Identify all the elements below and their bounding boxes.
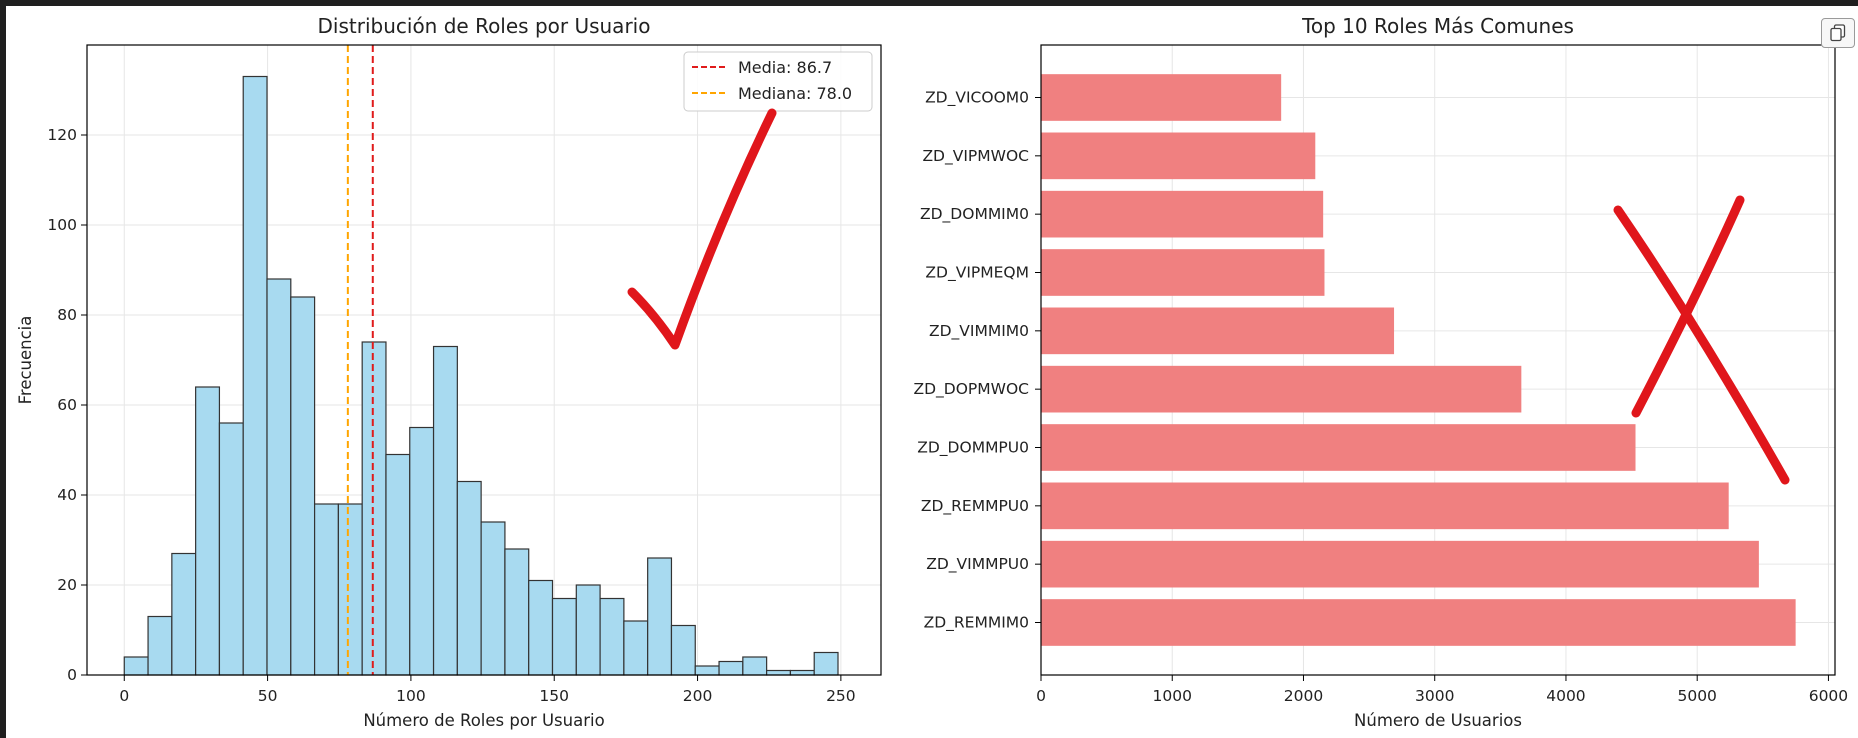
histogram-bar — [171, 552, 197, 676]
histogram-bar — [599, 597, 625, 676]
histogram-x-tick-label: 250 — [826, 687, 856, 705]
histogram-bar — [742, 656, 768, 676]
histogram-bar — [337, 503, 363, 676]
histogram-x-label: Número de Roles por Usuario — [363, 711, 604, 730]
top-roles-bar — [1041, 599, 1796, 646]
histogram-bar — [789, 669, 815, 676]
checkmark-annotation-icon — [627, 108, 777, 350]
top-roles-bar — [1041, 540, 1759, 588]
top-roles-y-tick-label: ZD_VIPMEQM — [925, 264, 1029, 283]
top-roles-bar — [1041, 74, 1282, 121]
histogram-bar — [242, 75, 268, 676]
histogram-y-tick-label: 80 — [57, 306, 77, 324]
top-roles-y-tick-label: ZD_VIPMWOC — [922, 147, 1029, 166]
histogram-y-tick-label: 60 — [57, 396, 77, 414]
histogram-bar — [290, 296, 316, 676]
top-roles-x-tick-label: 4000 — [1546, 687, 1585, 705]
histogram-y-tick-label: 20 — [57, 576, 77, 594]
histogram-x-tick-label: 200 — [683, 687, 713, 705]
top-roles-axes-frame — [1040, 44, 1836, 676]
top-roles-bars — [1041, 74, 1796, 646]
histogram-y-tick-label: 120 — [47, 126, 77, 144]
histogram-bar — [456, 480, 482, 676]
top-roles-x-tick-label: 3000 — [1415, 687, 1454, 705]
top-roles-bar — [1041, 424, 1636, 471]
histogram-bar — [647, 557, 673, 676]
copy-icon — [1830, 24, 1846, 42]
top-roles-x-tick-label: 1000 — [1153, 687, 1192, 705]
top-roles-x-ticks: 0 1000 2000 3000 4000 5000 6000 — [1036, 675, 1848, 705]
histogram-bar — [575, 584, 601, 676]
top-roles-title: Top 10 Roles Más Comunes — [1301, 14, 1574, 38]
histogram-bar — [623, 620, 649, 676]
histogram-y-tick-label: 0 — [67, 666, 77, 684]
histogram-bar — [409, 426, 435, 676]
histogram-y-tick-label: 100 — [47, 216, 77, 234]
top-roles-x-tick-label: 5000 — [1677, 687, 1716, 705]
histogram-bar — [694, 665, 720, 676]
figure-canvas: 0 50 100 150 200 250 0 20 40 60 80 100 120 Distribu… — [6, 6, 1858, 738]
histogram-x-tick-label: 0 — [119, 687, 129, 705]
histogram-bar — [313, 503, 339, 676]
histogram-title: Distribución de Roles por Usuario — [318, 14, 651, 38]
copy-button[interactable] — [1821, 18, 1855, 48]
histogram-bar — [528, 579, 554, 676]
top-roles-x-tick-label: 2000 — [1284, 687, 1323, 705]
histogram-bar — [432, 345, 458, 676]
top-roles-bar — [1041, 132, 1316, 180]
top-roles-x-tick-label: 0 — [1036, 687, 1046, 705]
histogram-grid — [87, 45, 881, 676]
histogram-bar — [718, 660, 744, 676]
top-roles-x-label: Número de Usuarios — [1354, 711, 1522, 730]
histogram-y-ticks: 0 20 40 60 80 100 120 — [47, 126, 87, 684]
top-roles-bar — [1041, 249, 1325, 296]
histogram-bar — [195, 386, 221, 676]
histogram-x-tick-label: 50 — [258, 687, 278, 705]
histogram-bar — [551, 597, 577, 676]
histogram-legend: Media: 86.7 Mediana: 78.0 — [683, 51, 873, 112]
histogram-bar — [813, 651, 839, 676]
top-roles-bar — [1041, 482, 1729, 530]
top-roles-x-tick-label: 6000 — [1809, 687, 1848, 705]
top-roles-y-tick-label: ZD_DOPMWOC — [913, 380, 1029, 399]
histogram-bar — [218, 422, 244, 676]
histogram-bars — [123, 75, 839, 676]
histogram-bar — [504, 548, 530, 676]
top-roles-y-tick-label: ZD_REMMIM0 — [924, 614, 1029, 633]
histogram-x-tick-label: 100 — [396, 687, 426, 705]
histogram-bar — [670, 624, 696, 676]
top-roles-y-tick-label: ZD_VIMMPU0 — [926, 555, 1029, 574]
top-roles-bar — [1041, 365, 1522, 413]
top-roles-y-tick-label: ZD_VIMMIM0 — [929, 322, 1029, 341]
histogram-bar — [766, 669, 792, 676]
cross-annotation-stroke-2 — [1631, 195, 1745, 418]
histogram-bar — [361, 341, 387, 676]
top-roles-y-tick-label: ZD_VICOOM0 — [925, 89, 1029, 108]
top-roles-y-tick-label: ZD_DOMMPU0 — [917, 439, 1029, 458]
figure-svg: 0 50 100 150 200 250 0 20 40 60 80 100 120 Distribu… — [16, 14, 1848, 730]
histogram-y-tick-label: 40 — [57, 486, 77, 504]
histogram-axes-frame — [86, 44, 882, 676]
histogram-chart: 0 50 100 150 200 250 0 20 40 60 80 100 120 Distribu… — [16, 14, 882, 730]
top-roles-bar — [1041, 307, 1395, 355]
top-roles-bar — [1041, 190, 1324, 238]
top-roles-y-tick-label: ZD_REMMPU0 — [921, 497, 1029, 516]
legend-mean-label: Media: 86.7 — [738, 58, 832, 77]
legend-median-label: Mediana: 78.0 — [738, 84, 852, 103]
top-roles-y-tick-label: ZD_DOMMIM0 — [920, 205, 1029, 224]
histogram-reference-lines — [346, 45, 374, 675]
histogram-bar — [480, 521, 506, 676]
histogram-bar — [385, 453, 411, 676]
histogram-x-ticks: 0 50 100 150 200 250 — [119, 675, 856, 705]
histogram-y-label: Frecuencia — [16, 316, 35, 405]
histogram-bar — [147, 615, 173, 676]
histogram-x-tick-label: 150 — [539, 687, 569, 705]
histogram-bar — [266, 278, 292, 676]
top-roles-chart: 0 1000 2000 3000 4000 5000 6000 ZD_REMMIM0 ZD_V… — [913, 14, 1848, 730]
histogram-bar — [123, 656, 149, 676]
top-roles-y-ticks: ZD_REMMIM0 ZD_VIMMPU0 ZD_REMMPU0 ZD_DOMMPU0… — [913, 89, 1041, 633]
legend-box — [683, 51, 873, 112]
cross-annotation-stroke-1 — [1613, 205, 1790, 485]
